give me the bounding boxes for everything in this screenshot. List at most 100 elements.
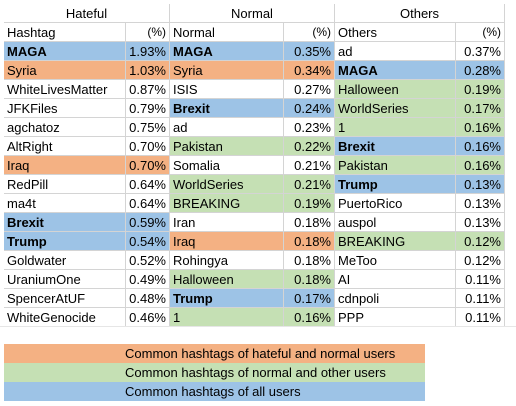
pct-cell-others: 0.37% xyxy=(456,42,505,61)
hashtag-cell-normal: BREAKING xyxy=(170,194,284,213)
hashtag-cell-hateful: MAGA xyxy=(4,42,126,61)
pct-cell-others: 0.19% xyxy=(456,80,505,99)
pct-cell-others: 0.12% xyxy=(456,251,505,270)
pct-cell-normal: 0.18% xyxy=(284,251,335,270)
hashtag-cell-others: PPP xyxy=(335,308,456,327)
pct-cell-hateful: 0.64% xyxy=(126,175,170,194)
hashtag-cell-others: cdnpoli xyxy=(335,289,456,308)
header-hateful: Hateful xyxy=(4,4,170,23)
pct-cell-hateful: 1.93% xyxy=(126,42,170,61)
hashtag-cell-normal: Iraq xyxy=(170,232,284,251)
subheader-pct-others: (%) xyxy=(456,23,505,42)
legend-swatch-blue xyxy=(4,382,122,401)
pct-cell-normal: 0.21% xyxy=(284,175,335,194)
pct-cell-others: 0.13% xyxy=(456,194,505,213)
hashtag-cell-others: MeToo xyxy=(335,251,456,270)
pct-cell-normal: 0.18% xyxy=(284,270,335,289)
pct-cell-hateful: 1.03% xyxy=(126,61,170,80)
hashtag-cell-normal: Trump xyxy=(170,289,284,308)
pct-cell-hateful: 0.46% xyxy=(126,308,170,327)
header-others: Others xyxy=(335,4,505,23)
pct-cell-others: 0.11% xyxy=(456,289,505,308)
pct-cell-hateful: 0.48% xyxy=(126,289,170,308)
hashtag-cell-others: BREAKING xyxy=(335,232,456,251)
legend-label-orange: Common hashtags of hateful and normal us… xyxy=(122,344,425,363)
subheader-others: Others xyxy=(335,23,456,42)
hashtag-cell-hateful: WhiteGenocide xyxy=(4,308,126,327)
header-normal: Normal xyxy=(170,4,335,23)
hashtag-cell-hateful: JFKFiles xyxy=(4,99,126,118)
hashtag-cell-others: Halloween xyxy=(335,80,456,99)
pct-cell-hateful: 0.70% xyxy=(126,156,170,175)
legend-row-green: Common hashtags of normal and other user… xyxy=(0,363,516,382)
hashtag-cell-hateful: RedPill xyxy=(4,175,126,194)
pct-cell-others: 0.13% xyxy=(456,175,505,194)
pct-cell-normal: 0.23% xyxy=(284,118,335,137)
legend-row-blue: Common hashtags of all users xyxy=(0,382,516,401)
hashtag-cell-hateful: Goldwater xyxy=(4,251,126,270)
hashtag-cell-normal: Pakistan xyxy=(170,137,284,156)
hashtag-cell-normal: ad xyxy=(170,118,284,137)
pct-cell-others: 0.12% xyxy=(456,232,505,251)
hashtag-cell-others: WorldSeries xyxy=(335,99,456,118)
hashtag-cell-hateful: WhiteLivesMatter xyxy=(4,80,126,99)
subheader-pct-normal: (%) xyxy=(284,23,335,42)
pct-cell-others: 0.17% xyxy=(456,99,505,118)
pct-cell-normal: 0.34% xyxy=(284,61,335,80)
hashtag-cell-others: MAGA xyxy=(335,61,456,80)
hashtag-cell-others: auspol xyxy=(335,213,456,232)
pct-cell-hateful: 0.75% xyxy=(126,118,170,137)
hashtag-cell-others: ad xyxy=(335,42,456,61)
legend-label-green: Common hashtags of normal and other user… xyxy=(122,363,425,382)
legend-row-orange: Common hashtags of hateful and normal us… xyxy=(0,344,516,363)
hashtag-cell-normal: 1 xyxy=(170,308,284,327)
hashtag-cell-hateful: SpencerAtUF xyxy=(4,289,126,308)
pct-cell-normal: 0.17% xyxy=(284,289,335,308)
hashtag-cell-hateful: Iraq xyxy=(4,156,126,175)
hashtag-cell-normal: Rohingya xyxy=(170,251,284,270)
pct-cell-hateful: 0.49% xyxy=(126,270,170,289)
subheader-hashtag: Hashtag xyxy=(4,23,126,42)
hashtag-cell-hateful: Trump xyxy=(4,232,126,251)
legend-swatch-green xyxy=(4,363,122,382)
hashtag-cell-normal: Brexit xyxy=(170,99,284,118)
hashtag-cell-others: Brexit xyxy=(335,137,456,156)
hashtag-cell-normal: Iran xyxy=(170,213,284,232)
pct-cell-normal: 0.35% xyxy=(284,42,335,61)
pct-cell-others: 0.11% xyxy=(456,270,505,289)
pct-cell-others: 0.28% xyxy=(456,61,505,80)
pct-cell-others: 0.16% xyxy=(456,118,505,137)
hashtag-cell-others: 1 xyxy=(335,118,456,137)
pct-cell-others: 0.13% xyxy=(456,213,505,232)
hashtag-cell-others: Trump xyxy=(335,175,456,194)
hashtag-cell-normal: WorldSeries xyxy=(170,175,284,194)
hashtag-cell-hateful: AltRight xyxy=(4,137,126,156)
pct-cell-hateful: 0.70% xyxy=(126,137,170,156)
hashtag-cell-normal: MAGA xyxy=(170,42,284,61)
pct-cell-normal: 0.18% xyxy=(284,213,335,232)
hashtag-cell-hateful: UraniumOne xyxy=(4,270,126,289)
hashtag-cell-others: Pakistan xyxy=(335,156,456,175)
pct-cell-hateful: 0.79% xyxy=(126,99,170,118)
pct-cell-normal: 0.21% xyxy=(284,156,335,175)
pct-cell-normal: 0.22% xyxy=(284,137,335,156)
hashtag-cell-normal: Somalia xyxy=(170,156,284,175)
hashtag-cell-normal: Halloween xyxy=(170,270,284,289)
pct-cell-others: 0.11% xyxy=(456,308,505,327)
pct-cell-normal: 0.27% xyxy=(284,80,335,99)
pct-cell-hateful: 0.54% xyxy=(126,232,170,251)
legend-swatch-orange xyxy=(4,344,122,363)
pct-cell-others: 0.16% xyxy=(456,137,505,156)
pct-cell-hateful: 0.59% xyxy=(126,213,170,232)
pct-cell-normal: 0.16% xyxy=(284,308,335,327)
pct-cell-hateful: 0.64% xyxy=(126,194,170,213)
pct-cell-normal: 0.18% xyxy=(284,232,335,251)
legend-label-blue: Common hashtags of all users xyxy=(122,382,425,401)
hashtag-cell-hateful: ma4t xyxy=(4,194,126,213)
hashtag-cell-normal: ISIS xyxy=(170,80,284,99)
pct-cell-hateful: 0.87% xyxy=(126,80,170,99)
hashtag-cell-others: PuertoRico xyxy=(335,194,456,213)
pct-cell-normal: 0.24% xyxy=(284,99,335,118)
pct-cell-hateful: 0.52% xyxy=(126,251,170,270)
